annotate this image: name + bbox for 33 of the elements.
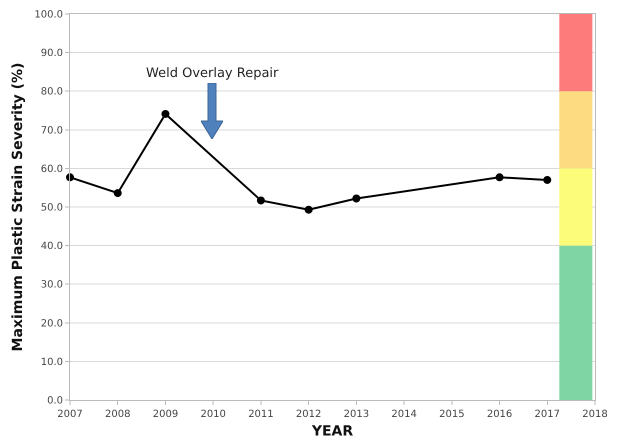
x-tick-label: 2011 [248, 409, 274, 420]
x-tick-label: 2007 [57, 409, 83, 420]
y-tick-label: 30.0 [40, 280, 63, 291]
x-tick-label: 2010 [200, 409, 226, 420]
x-tick-label: 2016 [486, 409, 512, 420]
y-tick-label: 100.0 [34, 10, 63, 20]
x-tick-label: 2017 [534, 409, 560, 420]
y-tick-label: 60.0 [40, 164, 63, 175]
x-axis-title: YEAR [310, 423, 354, 440]
x-tick-label: 2012 [296, 409, 322, 420]
annotation: Weld Overlay Repair [146, 66, 280, 81]
y-tick-label: 80.0 [40, 86, 63, 98]
y-tick-label: 40.0 [40, 241, 63, 252]
y-tick-label: 10.0 [40, 356, 63, 368]
y-tick-label: 0.0 [47, 396, 63, 406]
y-axis-title: Maximum Plastic Strain Severity (%) [10, 62, 26, 352]
point [256, 196, 265, 204]
point [496, 173, 504, 182]
y-tick-label: 50.0 [40, 202, 63, 214]
x-tick-label: 2008 [105, 409, 130, 420]
y-tick-label: 20.0 [40, 318, 63, 330]
x-tick-label: 2018 [582, 409, 608, 420]
point [161, 110, 170, 118]
y-tick-label: 90.0 [40, 48, 63, 60]
x-tick-label: 2015 [439, 409, 465, 420]
x-tick-label: 2013 [344, 409, 370, 420]
point [114, 189, 122, 198]
x-tick-label: 2014 [391, 409, 417, 420]
y-tick-label: 70.0 [40, 125, 63, 136]
x-tick-label: 2009 [152, 409, 178, 420]
point [352, 194, 360, 203]
point [543, 176, 552, 184]
point [304, 206, 313, 214]
